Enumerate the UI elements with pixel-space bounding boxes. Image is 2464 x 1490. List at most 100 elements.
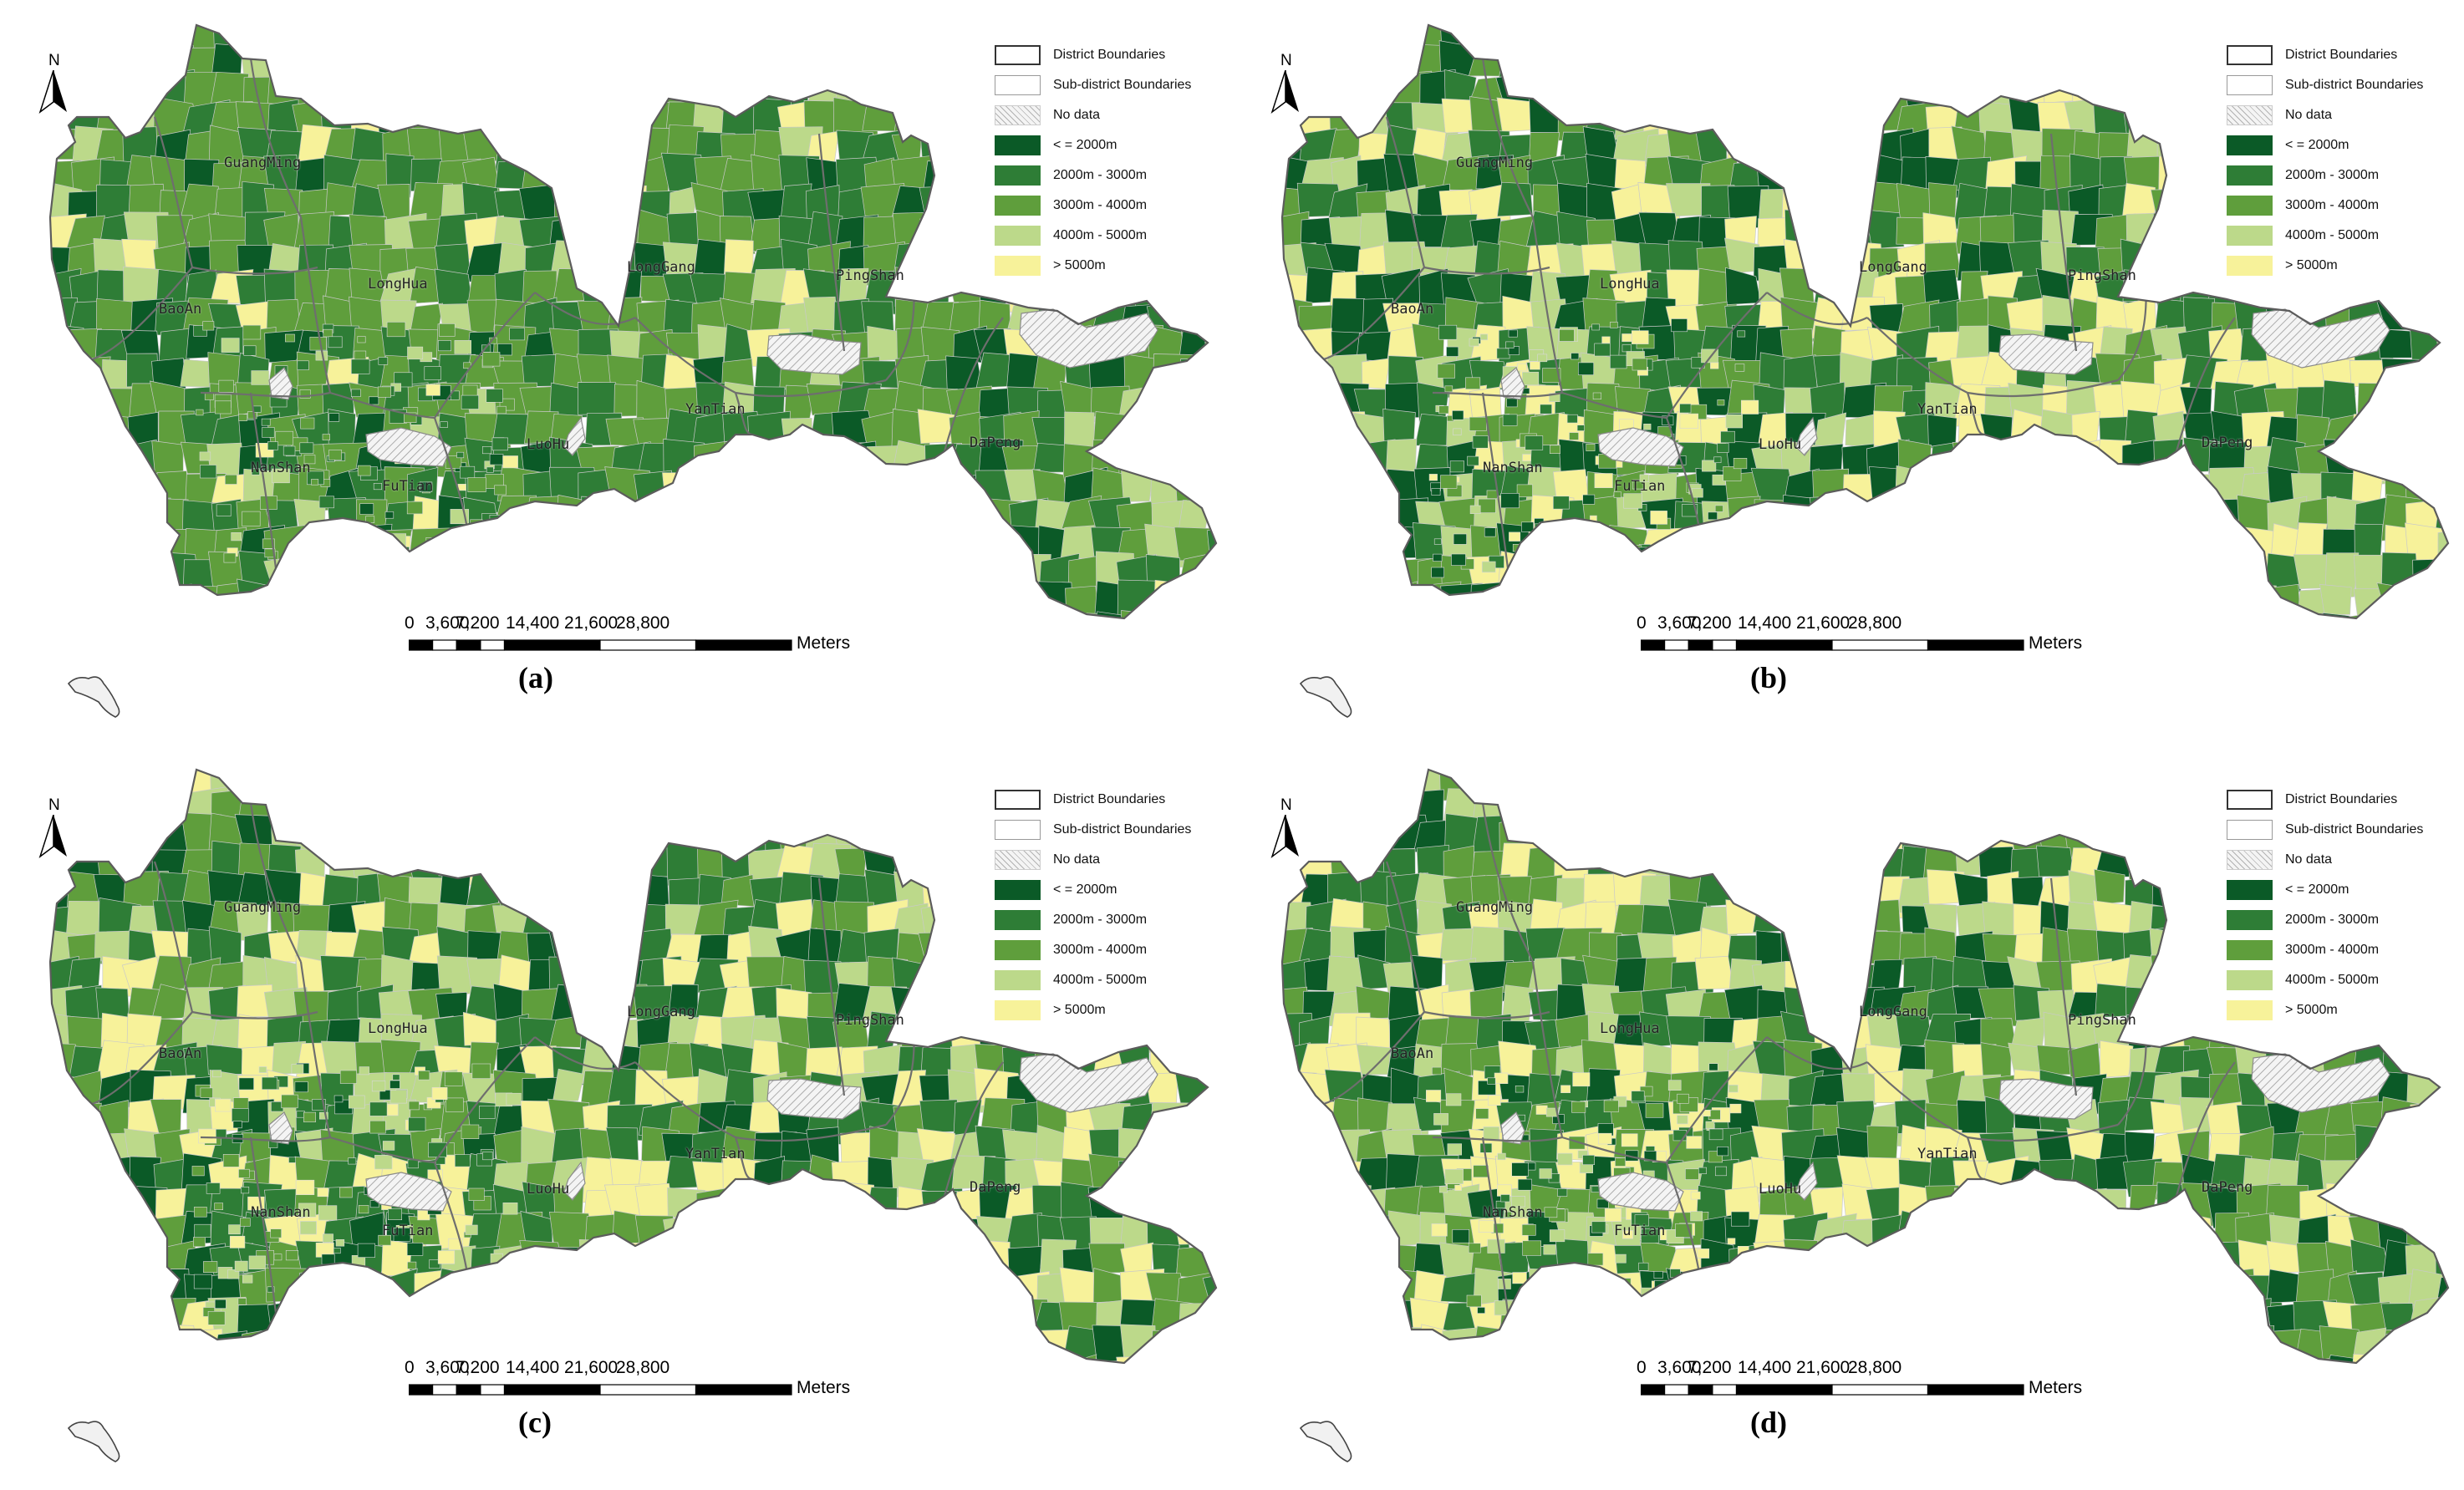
subdistrict-cell [1488, 1095, 1501, 1106]
subdistrict-cell [781, 497, 822, 531]
subdistrict-cell [2381, 990, 2416, 1031]
subdistrict-cell [1730, 552, 1748, 565]
subdistrict-cell [2129, 25, 2164, 54]
subdistrict-cell [1559, 328, 1575, 342]
subdistrict-cell [339, 1070, 357, 1084]
subdistrict-cell [2153, 496, 2197, 532]
subdistrict-cell [1296, 1241, 1338, 1281]
subdistrict-cell [50, 1325, 75, 1363]
subdistrict-cell [863, 1242, 909, 1280]
subdistrict-cell [696, 770, 731, 793]
subdistrict-cell [387, 1208, 402, 1220]
subdistrict-cell [1594, 473, 1613, 489]
subdistrict-cell [1696, 25, 1742, 52]
subdistrict-cell [247, 411, 257, 420]
subdistrict-cell [126, 786, 172, 825]
north-arrow: N [1269, 52, 1302, 119]
subdistrict-cell [267, 43, 313, 80]
subdistrict-cell [493, 68, 528, 108]
subdistrict-cell [1386, 770, 1419, 798]
subdistrict-cell [808, 442, 851, 486]
subdistrict-cell [1667, 1080, 1682, 1091]
subdistrict-cell [1282, 582, 1314, 618]
subdistrict-cell [862, 499, 898, 542]
subdistrict-cell [2436, 1045, 2448, 1083]
subdistrict-cell [522, 43, 566, 79]
subdistrict-cell [521, 770, 557, 796]
subdistrict-cell [919, 1211, 968, 1254]
subdistrict-cell [1717, 1146, 1729, 1157]
subdistrict-cell [634, 555, 674, 587]
legend-swatch [995, 135, 1041, 155]
subdistrict-cell [722, 1183, 762, 1220]
subdistrict-cell [1584, 1273, 1619, 1305]
subdistrict-cell [1727, 47, 1764, 79]
subdistrict-cell [720, 785, 760, 828]
subdistrict-cell [1653, 1271, 1663, 1279]
subdistrict-cell [1178, 96, 1216, 140]
subdistrict-cell [2177, 555, 2217, 587]
subdistrict-cell [2234, 1360, 2283, 1363]
subdistrict-cell [1784, 1267, 1822, 1308]
subdistrict-cell [2071, 410, 2100, 458]
subdistrict-cell [949, 25, 987, 53]
subdistrict-cell [897, 557, 927, 602]
subdistrict-cell [1208, 1353, 1216, 1363]
subdistrict-cell [335, 1238, 345, 1247]
subdistrict-cell [1758, 874, 1804, 913]
subdistrict-cell [1980, 1042, 2012, 1080]
subdistrict-cell [1581, 1299, 1628, 1338]
subdistrict-cell [1147, 413, 1194, 453]
subdistrict-cell [1428, 474, 1438, 481]
subdistrict-cell [551, 69, 597, 111]
subdistrict-cell [1865, 39, 1906, 75]
subdistrict-cell [1329, 815, 1365, 847]
subdistrict-cell [374, 1155, 393, 1170]
subdistrict-cell [478, 1310, 492, 1322]
subdistrict-cell [1660, 559, 1677, 573]
scale-units: Meters [2029, 1378, 2083, 1397]
subdistrict-cell [779, 770, 825, 806]
subdistrict-cell [1837, 814, 1883, 850]
subdistrict-cell [303, 1111, 316, 1122]
subdistrict-cell [1980, 784, 2012, 821]
subdistrict-cell [1120, 97, 1164, 139]
district-boundary [943, 1061, 1004, 1197]
legend-swatch [2227, 105, 2273, 125]
subdistrict-cell [1545, 1107, 1558, 1117]
subdistrict-cell [460, 465, 476, 479]
subdistrict-cell [2408, 100, 2442, 143]
subdistrict-cell [1982, 39, 2027, 75]
subdistrict-cell [1639, 566, 1655, 579]
subdistrict-cell [747, 25, 787, 57]
subdistrict-cell [1591, 323, 1600, 331]
subdistrict-cell [1785, 97, 1819, 135]
subdistrict-cell [50, 129, 77, 160]
subdistrict-cell [1530, 533, 1548, 547]
scale-bar-graphic [409, 639, 792, 651]
subdistrict-cell [752, 1156, 785, 1198]
no-data-area [365, 427, 452, 467]
subdistrict-cell [895, 528, 935, 569]
subdistrict-cell [1719, 521, 1736, 535]
subdistrict-cell [1330, 297, 1366, 337]
subdistrict-cell [606, 41, 651, 89]
district-label-baoan: BaoAn [159, 1045, 202, 1062]
subdistrict-cell [1688, 560, 1708, 576]
subdistrict-cell [2439, 211, 2448, 247]
subdistrict-cell [1560, 523, 1591, 571]
subdistrict-cell [294, 1299, 327, 1339]
subdistrict-cell [1894, 465, 1927, 510]
subdistrict-cell [228, 1224, 241, 1235]
subdistrict-cell [242, 1274, 253, 1284]
subdistrict-cell [2151, 1240, 2189, 1280]
north-letter: N [48, 52, 60, 69]
subdistrict-cell [1175, 1352, 1211, 1363]
subdistrict-cell [223, 552, 237, 563]
subdistrict-cell [2441, 272, 2448, 306]
subdistrict-cell [356, 607, 395, 618]
subdistrict-cell [454, 1154, 471, 1167]
subdistrict-cell [50, 499, 74, 531]
no-data-area [268, 367, 293, 400]
subdistrict-cell [1697, 1248, 1710, 1259]
